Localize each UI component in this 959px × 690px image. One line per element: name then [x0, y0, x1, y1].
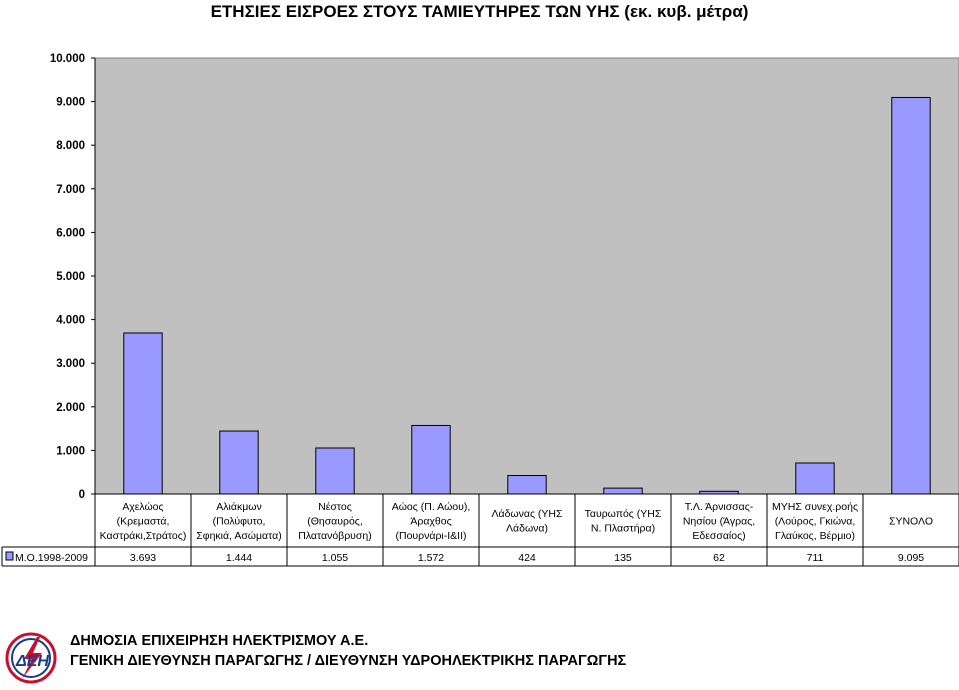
category-label: ΣΥΝΟΛΟ	[889, 515, 933, 527]
data-value-label: 9.095	[898, 552, 924, 564]
legend-label: Μ.Ο.1998-2009	[15, 552, 88, 564]
org-name: ΔΗΜΟΣΙΑ ΕΠΙΧΕΙΡΗΣΗ ΗΛΕΚΤΡΙΣΜΟΥ Α.Ε.	[70, 633, 369, 649]
category-label: Πλατανόβρυση)	[298, 530, 371, 542]
y-tick-label: 3.000	[56, 358, 85, 370]
category-label: Λάδωνας (ΥΗΣ	[492, 508, 564, 520]
bar	[315, 447, 355, 495]
bar	[219, 430, 259, 495]
data-value-label: 1.055	[322, 552, 348, 564]
y-tick-label: 8.000	[56, 140, 85, 152]
data-value-label: 1.572	[418, 552, 444, 564]
category-label: Αχελώος	[122, 501, 163, 513]
category-label: (Πουρνάρι-Ι&ΙΙ)	[395, 530, 466, 542]
category-label: Γλαύκος, Βέρμιο)	[775, 530, 855, 542]
category-label: (Πολύφυτο,	[213, 515, 266, 527]
data-value-label: 711	[807, 552, 824, 564]
category-label: (Λούρος, Γκιώνα,	[775, 515, 856, 527]
category-label: Νέστος	[318, 501, 352, 513]
category-label: Τ.Λ. Άρνισσας-	[685, 501, 754, 513]
data-value-label: 3.693	[130, 552, 156, 564]
category-label: Σφηκιά, Ασώματα)	[196, 530, 281, 542]
y-tick-label: 9.000	[56, 97, 85, 109]
y-tick-label: 6.000	[56, 227, 85, 239]
data-value-label: 62	[713, 552, 725, 564]
y-tick-label: 2.000	[56, 402, 85, 414]
data-value-label: 135	[614, 552, 632, 564]
category-label: ΜΥΗΣ συνεχ.ροής	[772, 501, 858, 513]
data-value-label: 1.444	[226, 552, 252, 564]
category-label: Αλιάκμων	[216, 501, 261, 513]
bar	[891, 96, 931, 495]
bar	[123, 332, 163, 495]
svg-text:ΔΕΗ: ΔΕΗ	[15, 653, 49, 670]
category-label: Εδεσσαίος)	[692, 530, 745, 542]
category-label: (Κρεμαστά,	[117, 515, 170, 527]
bar	[603, 487, 643, 495]
category-label: Νησίου (Άγρας,	[683, 515, 755, 527]
bar	[411, 424, 451, 495]
y-tick-label: 7.000	[56, 184, 85, 196]
dei-logo: ΔΕΗ	[4, 631, 58, 685]
legend-swatch	[5, 551, 14, 561]
category-label: Άραχθος	[410, 515, 451, 527]
org-division: ΓΕΝΙΚΗ ΔΙΕΥΘΥΝΣΗ ΠΑΡΑΓΩΓΗΣ / ΔΙΕΥΘΥΝΣΗ Υ…	[70, 653, 627, 669]
category-label: Καστράκι,Στράτος)	[100, 530, 187, 542]
y-tick-label: 4.000	[56, 315, 85, 327]
data-value-label: 424	[518, 552, 536, 564]
category-label: Ν. Πλαστήρα)	[591, 523, 655, 535]
category-label: Αώος (Π. Αώου),	[392, 501, 471, 513]
y-tick-label: 0	[79, 489, 85, 501]
category-label: Ταυρωπός (ΥΗΣ	[585, 508, 662, 520]
category-label: (Θησαυρός,	[307, 515, 363, 527]
category-label: Λάδωνα)	[506, 523, 548, 535]
bar	[795, 462, 835, 495]
bar	[507, 475, 547, 495]
y-tick-label: 5.000	[56, 271, 85, 283]
chart-title: ΕΤΗΣΙΕΣ ΕΙΣΡΟΕΣ ΣΤΟΥΣ ΤΑΜΙΕΥΤΗΡΕΣ ΤΩΝ ΥΗ…	[210, 2, 749, 21]
bar-chart: 0 1.000 2.000 3.000 4.000 5.000 6.000 7.000 8.00…	[1, 53, 959, 567]
y-tick-label: 1.000	[56, 445, 85, 457]
y-tick-label: 10.000	[50, 53, 85, 65]
plot-area	[94, 57, 959, 495]
